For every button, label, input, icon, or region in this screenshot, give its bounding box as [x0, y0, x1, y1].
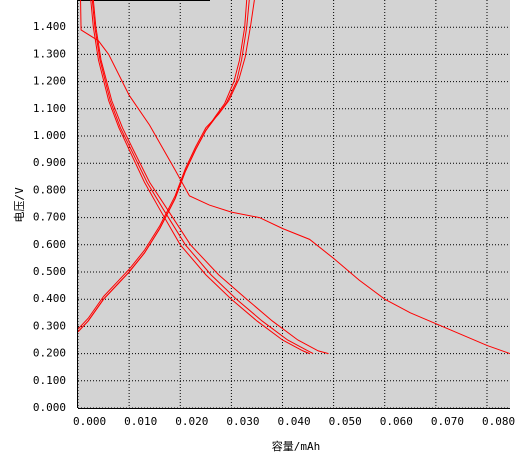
y-tick-label: 1.100: [33, 102, 66, 115]
y-tick-label: 1.000: [33, 129, 66, 142]
line-series: [80, 0, 510, 355]
x-tick-label: 0.020: [175, 415, 208, 428]
line-series: [78, 0, 248, 333]
y-tick-label: 0.000: [33, 401, 66, 414]
x-tick-label: 0.010: [124, 415, 157, 428]
y-tick-label: 0.400: [33, 292, 66, 305]
line-series: [78, 0, 255, 330]
x-tick-label: 0.030: [226, 415, 259, 428]
x-tick-label: 0.000: [73, 415, 106, 428]
line-series: [90, 0, 310, 355]
y-tick-label: 0.100: [33, 374, 66, 387]
x-axis-label: 容量/mAh: [272, 439, 321, 453]
x-tick-label: 0.070: [431, 415, 464, 428]
y-tick-label: 0.600: [33, 238, 66, 251]
y-tick-label: 0.300: [33, 319, 66, 332]
y-tick-label: 1.300: [33, 47, 66, 60]
y-tick-label: 0.200: [33, 347, 66, 360]
x-tick-label: 0.080: [482, 415, 515, 428]
x-tick-label: 0.050: [329, 415, 362, 428]
y-tick-label: 0.500: [33, 265, 66, 278]
plot-area: [78, 0, 510, 408]
y-tick-label: 1.200: [33, 75, 66, 88]
y-tick-label: 0.700: [33, 211, 66, 224]
line-series: [91, 0, 314, 355]
y-tick-label: 1.400: [33, 20, 66, 33]
y-tick-label: 0.900: [33, 156, 66, 169]
x-tick-label: 0.040: [277, 415, 310, 428]
line-series: [92, 0, 329, 355]
x-tick-label: 0.060: [380, 415, 413, 428]
y-tick-label: 0.800: [33, 183, 66, 196]
y-axis-label: 电压/V: [13, 187, 26, 223]
